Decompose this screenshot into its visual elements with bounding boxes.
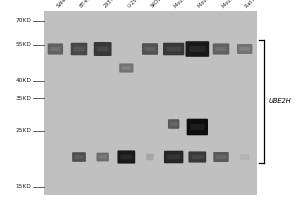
FancyBboxPatch shape: [215, 47, 226, 51]
Text: 40KD: 40KD: [16, 78, 32, 84]
FancyBboxPatch shape: [48, 43, 63, 55]
Text: Rat lung: Rat lung: [245, 0, 263, 9]
FancyBboxPatch shape: [191, 155, 203, 159]
FancyBboxPatch shape: [117, 150, 135, 164]
FancyBboxPatch shape: [122, 66, 131, 70]
Text: U-251MG: U-251MG: [126, 0, 146, 9]
FancyBboxPatch shape: [71, 43, 87, 55]
FancyBboxPatch shape: [185, 41, 209, 57]
Text: Mouse liver: Mouse liver: [197, 0, 221, 9]
FancyBboxPatch shape: [213, 152, 229, 162]
FancyBboxPatch shape: [237, 44, 252, 54]
Text: 15KD: 15KD: [16, 184, 32, 190]
Text: 70KD: 70KD: [16, 19, 32, 23]
Text: 55KD: 55KD: [16, 43, 32, 47]
FancyBboxPatch shape: [142, 43, 158, 55]
FancyBboxPatch shape: [239, 47, 250, 51]
FancyBboxPatch shape: [146, 154, 154, 160]
FancyBboxPatch shape: [120, 155, 132, 159]
Text: SW480: SW480: [55, 0, 71, 9]
Text: 293T: 293T: [103, 0, 115, 9]
FancyBboxPatch shape: [216, 155, 226, 159]
FancyBboxPatch shape: [119, 63, 134, 73]
FancyBboxPatch shape: [94, 42, 112, 56]
FancyBboxPatch shape: [99, 155, 107, 159]
Text: UBE2H: UBE2H: [268, 98, 291, 104]
Text: SKOV3: SKOV3: [150, 0, 165, 9]
FancyBboxPatch shape: [74, 155, 84, 159]
FancyBboxPatch shape: [163, 43, 184, 55]
FancyBboxPatch shape: [164, 151, 183, 163]
FancyBboxPatch shape: [145, 47, 155, 51]
FancyBboxPatch shape: [167, 155, 180, 159]
Text: Mouse thymus: Mouse thymus: [174, 0, 203, 9]
Text: Mouse lung: Mouse lung: [221, 0, 245, 9]
Text: 25KD: 25KD: [16, 129, 32, 134]
FancyBboxPatch shape: [187, 119, 208, 135]
FancyBboxPatch shape: [74, 47, 85, 51]
Text: 35KD: 35KD: [16, 96, 32, 100]
FancyBboxPatch shape: [168, 119, 179, 129]
FancyBboxPatch shape: [190, 124, 205, 130]
Text: BT-474: BT-474: [79, 0, 94, 9]
FancyBboxPatch shape: [72, 152, 86, 162]
FancyBboxPatch shape: [240, 154, 249, 160]
FancyBboxPatch shape: [213, 43, 229, 55]
FancyBboxPatch shape: [188, 151, 206, 163]
FancyBboxPatch shape: [50, 47, 61, 51]
FancyBboxPatch shape: [97, 153, 109, 161]
FancyBboxPatch shape: [189, 46, 206, 52]
FancyBboxPatch shape: [170, 122, 177, 126]
Bar: [44, 11, 256, 195]
FancyBboxPatch shape: [97, 46, 109, 52]
FancyBboxPatch shape: [167, 47, 181, 51]
